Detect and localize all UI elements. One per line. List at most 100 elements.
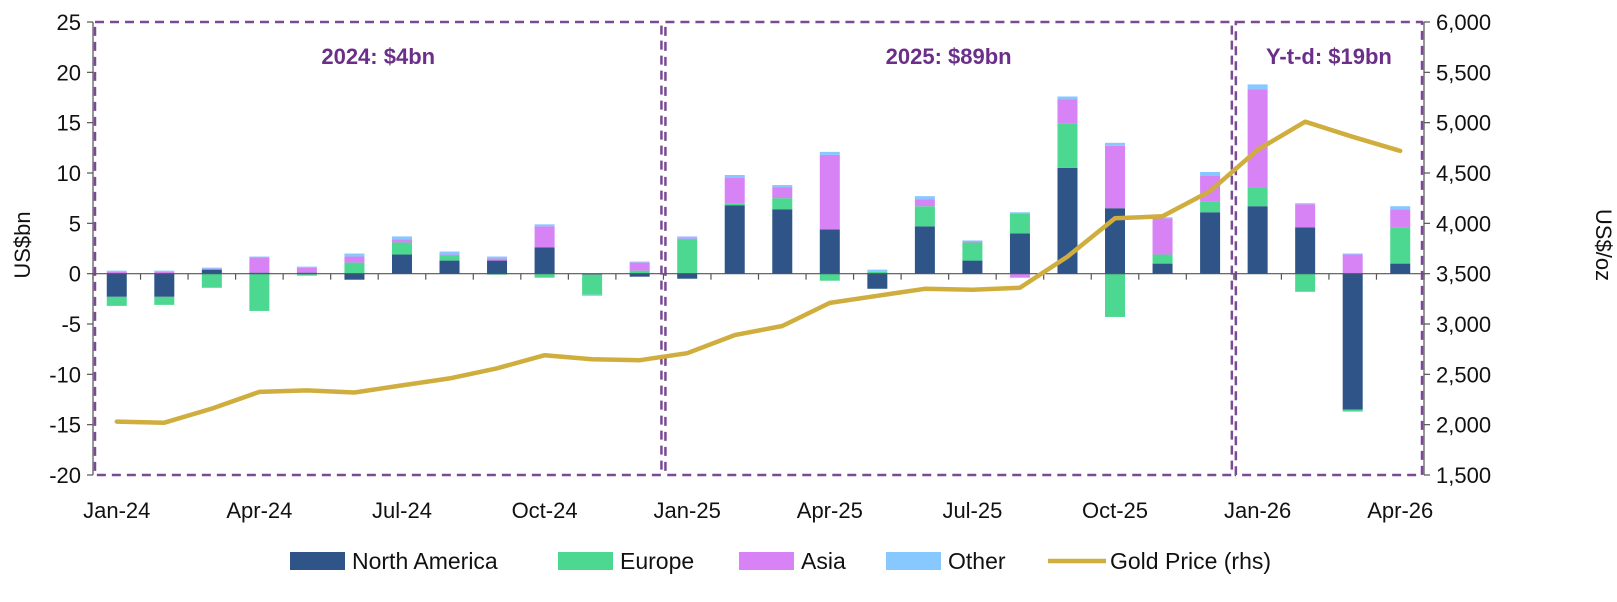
bar-segment (582, 274, 603, 295)
bar-segment (534, 226, 555, 248)
bar-segment (1009, 212, 1030, 214)
bar-segment (1247, 187, 1268, 207)
bar-segment (1342, 253, 1363, 255)
bar-segment (1390, 209, 1411, 228)
bar-segment (344, 253, 365, 257)
bar-segment (296, 267, 317, 273)
bar-segment (867, 271, 888, 274)
bar-segment (962, 240, 983, 242)
bar-segment (772, 187, 793, 199)
y-tick-label: -10 (49, 362, 81, 387)
bar-segment (487, 258, 508, 261)
bar-segment (534, 224, 555, 227)
bar-segment (1390, 227, 1411, 264)
bar-segment (249, 256, 270, 258)
bar-segment (629, 273, 650, 277)
bar-segment (391, 254, 412, 274)
gold-line-layer (114, 119, 1403, 425)
x-tick-label: Jul-24 (372, 498, 432, 523)
y2-tick-label: 4,500 (1436, 161, 1491, 186)
bar-segment (1200, 171, 1221, 177)
y2-tick-label: 5,500 (1436, 60, 1491, 85)
bar-segment (582, 294, 603, 296)
y-tick-label: 15 (57, 111, 81, 136)
bar-segment (1342, 273, 1363, 410)
bar-segment (534, 247, 555, 274)
bar-segment (249, 257, 270, 273)
period-box (664, 20, 1234, 477)
legend-swatch (739, 552, 794, 570)
bar-segment (439, 255, 460, 261)
bar-segment (1009, 213, 1030, 234)
period-label: 2024: $4bn (321, 44, 435, 69)
x-tick-label: Jan-25 (654, 498, 721, 523)
x-tick-label: Jul-25 (942, 498, 1002, 523)
y2-tick-label: 3,500 (1436, 262, 1491, 287)
x-tick-label: Oct-25 (1082, 498, 1148, 523)
bar-segment (677, 239, 698, 274)
bar-segment (1009, 273, 1030, 278)
bar-segment (1057, 167, 1078, 274)
bar-segment (106, 271, 127, 274)
bar-segment (819, 154, 840, 230)
bar-segment (1200, 212, 1221, 274)
legend: North America Europe Asia Other Gold Price (… (290, 548, 1271, 574)
labels-layer: 2024: $4bn 2025: $89bn Y-t-d: $19bn (321, 44, 1392, 69)
bar-segment (391, 239, 412, 243)
bar-segment (201, 273, 222, 288)
bar-segment (391, 242, 412, 255)
y-axis-title: US$bn (10, 211, 35, 278)
bar-segment (867, 269, 888, 272)
bar-segment (344, 256, 365, 263)
bar-segment (1057, 99, 1078, 124)
bar-segment (724, 178, 745, 204)
bar-segment (1390, 206, 1411, 210)
bar-segment (1105, 145, 1126, 209)
bar-segment (391, 236, 412, 240)
y2-tick-label: 2,500 (1436, 362, 1491, 387)
bar-segment (819, 273, 840, 281)
bar-segment (1295, 227, 1316, 274)
x-tick-label: Apr-24 (226, 498, 292, 523)
bar-segment (1295, 204, 1316, 228)
bar-segment (914, 199, 935, 207)
bar-segment (914, 226, 935, 274)
legend-label: North America (352, 548, 498, 574)
legend-label: Europe (620, 548, 694, 574)
bar-segment (629, 262, 650, 271)
bar-segment (819, 229, 840, 274)
bar-segment (1009, 233, 1030, 274)
bar-segment (106, 270, 127, 272)
bar-segment (1152, 254, 1173, 264)
bar-segment (201, 268, 222, 270)
bar-segment (154, 273, 175, 297)
bar-segment (106, 273, 127, 297)
bar-segment (772, 209, 793, 274)
legend-swatch (558, 552, 613, 570)
gold-price-line (114, 119, 1403, 425)
bar-segment (296, 266, 317, 268)
bar-segment (1247, 89, 1268, 188)
bar-segment (154, 270, 175, 272)
bar-segment (1152, 263, 1173, 274)
bar-segment (1105, 142, 1126, 146)
bar-segment (344, 273, 365, 280)
bar-segment (106, 296, 127, 306)
bar-segment (1057, 123, 1078, 168)
x-tick-label: Jan-24 (83, 498, 150, 523)
period-box (93, 20, 663, 477)
y-tick-label: 0 (69, 262, 81, 287)
y-tick-label: 20 (57, 60, 81, 85)
y-tick-label: 10 (57, 161, 81, 186)
legend-label: Gold Price (rhs) (1110, 548, 1271, 574)
bar-segment (629, 261, 650, 263)
y-tick-label: -20 (49, 463, 81, 488)
bar-segment (1342, 409, 1363, 412)
bar-segment (154, 296, 175, 305)
bar-segment (201, 267, 222, 269)
bar-segment (1105, 273, 1126, 317)
period-label: Y-t-d: $19bn (1266, 44, 1392, 69)
bar-segment (772, 185, 793, 188)
bar-segment (439, 260, 460, 274)
axes-layer: -20 -15 -10 -5 0 5 10 15 20 25 1,500 2,000 2,500 3,00… (49, 10, 1491, 523)
